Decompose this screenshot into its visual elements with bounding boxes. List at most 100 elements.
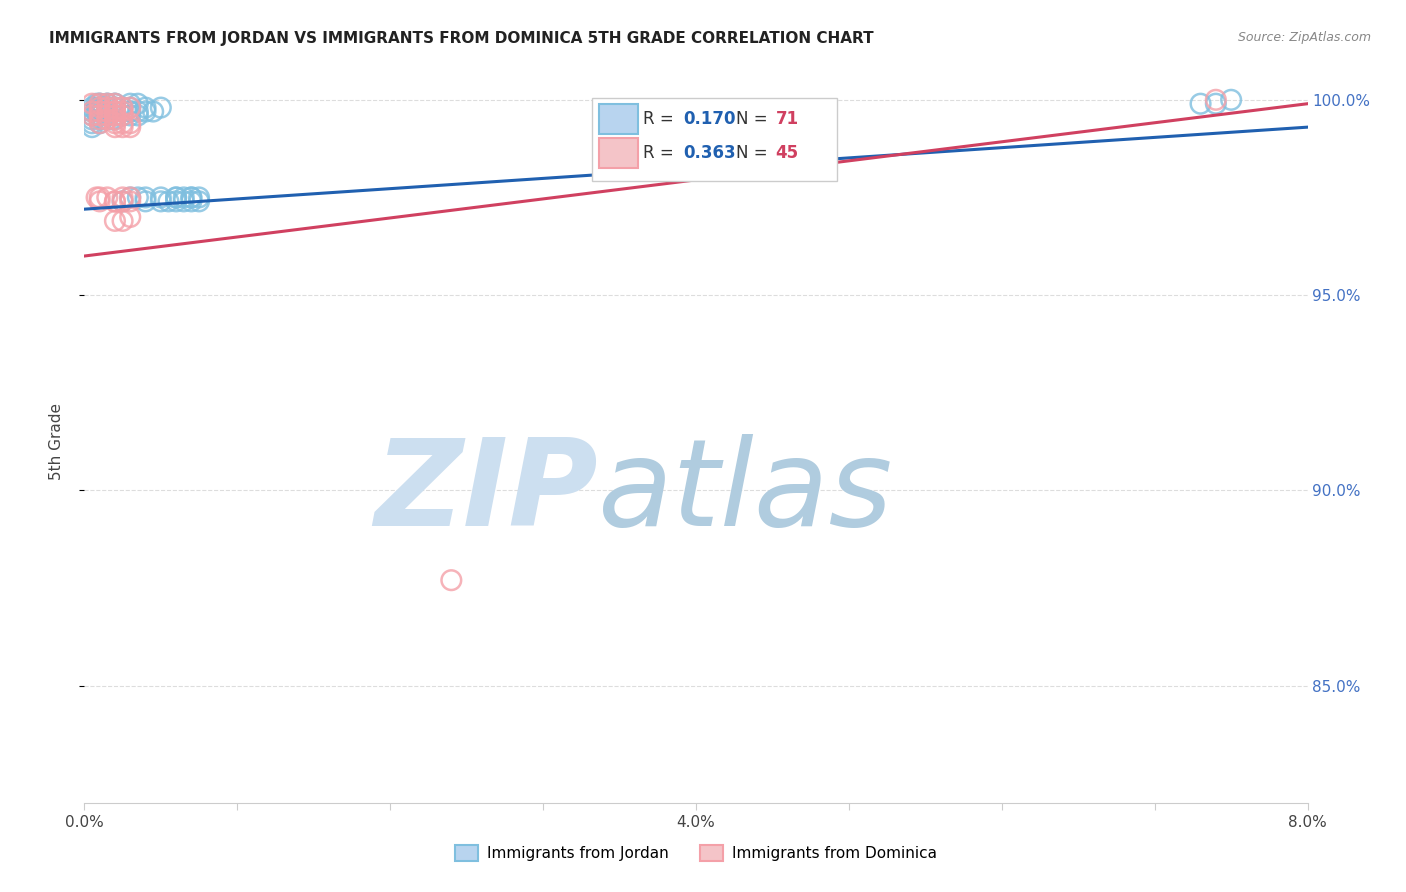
Point	[149, 190, 172, 204]
Point	[89, 104, 111, 119]
Text: R =: R =	[644, 144, 679, 161]
Point	[104, 101, 127, 115]
Point	[89, 101, 111, 115]
Point	[80, 112, 103, 127]
Point	[104, 101, 127, 115]
Point	[120, 120, 142, 135]
Point	[111, 108, 134, 122]
Text: 0.363: 0.363	[683, 144, 737, 161]
Point	[104, 104, 127, 119]
Point	[180, 194, 202, 209]
Point	[91, 104, 114, 119]
Point	[1189, 96, 1212, 111]
Point	[111, 116, 134, 130]
Legend: Immigrants from Jordan, Immigrants from Dominica: Immigrants from Jordan, Immigrants from …	[449, 839, 943, 867]
Text: ZIP: ZIP	[374, 434, 598, 550]
Point	[111, 120, 134, 135]
Point	[104, 96, 127, 111]
Text: R =: R =	[644, 110, 679, 128]
Point	[111, 190, 134, 204]
Point	[120, 116, 142, 130]
Point	[165, 194, 187, 209]
Point	[91, 112, 114, 127]
Point	[89, 194, 111, 209]
Point	[135, 101, 157, 115]
Point	[120, 190, 142, 204]
Point	[104, 104, 127, 119]
Point	[96, 104, 118, 119]
Point	[111, 214, 134, 228]
Text: 0.170: 0.170	[683, 110, 737, 128]
Point	[104, 104, 127, 119]
Point	[96, 96, 118, 111]
Point	[96, 112, 118, 127]
Point	[104, 116, 127, 130]
Point	[104, 214, 127, 228]
Point	[96, 96, 118, 111]
Point	[96, 96, 118, 111]
Point	[120, 190, 142, 204]
Point	[80, 108, 103, 122]
Point	[120, 96, 142, 111]
Point	[96, 190, 118, 204]
Point	[96, 101, 118, 115]
Point	[86, 96, 108, 111]
Point	[135, 194, 157, 209]
Point	[149, 194, 172, 209]
Text: IMMIGRANTS FROM JORDAN VS IMMIGRANTS FROM DOMINICA 5TH GRADE CORRELATION CHART: IMMIGRANTS FROM JORDAN VS IMMIGRANTS FRO…	[49, 31, 875, 46]
Point	[120, 108, 142, 122]
Point	[104, 108, 127, 122]
Point	[188, 190, 211, 204]
Point	[104, 112, 127, 127]
Point	[89, 112, 111, 127]
Point	[165, 190, 187, 204]
Point	[104, 194, 127, 209]
Point	[96, 108, 118, 122]
Point	[80, 104, 103, 119]
Point	[91, 101, 114, 115]
Point	[104, 104, 127, 119]
Point	[89, 101, 111, 115]
Point	[80, 101, 103, 115]
Point	[80, 120, 103, 135]
Point	[135, 190, 157, 204]
Point	[111, 104, 134, 119]
Point	[111, 194, 134, 209]
Point	[80, 108, 103, 122]
Point	[188, 194, 211, 209]
Point	[180, 190, 202, 204]
Text: N =: N =	[737, 110, 773, 128]
Point	[149, 101, 172, 115]
Point	[89, 190, 111, 204]
Point	[1220, 93, 1243, 107]
Point	[80, 104, 103, 119]
Point	[120, 194, 142, 209]
Point	[89, 116, 111, 130]
Point	[86, 190, 108, 204]
Point	[135, 104, 157, 119]
Point	[96, 104, 118, 119]
FancyBboxPatch shape	[599, 138, 638, 169]
Point	[101, 112, 124, 127]
Point	[120, 104, 142, 119]
Point	[89, 104, 111, 119]
Y-axis label: 5th Grade: 5th Grade	[49, 403, 63, 480]
Text: 71: 71	[776, 110, 799, 128]
FancyBboxPatch shape	[592, 98, 837, 181]
Point	[104, 101, 127, 115]
Point	[89, 101, 111, 115]
Point	[89, 96, 111, 111]
Point	[180, 190, 202, 204]
Point	[127, 190, 149, 204]
Point	[104, 194, 127, 209]
Point	[111, 108, 134, 122]
Point	[127, 96, 149, 111]
Point	[86, 104, 108, 119]
Point	[104, 120, 127, 135]
Point	[96, 101, 118, 115]
Point	[86, 101, 108, 115]
Point	[89, 116, 111, 130]
Point	[120, 101, 142, 115]
Point	[104, 96, 127, 111]
Point	[89, 112, 111, 127]
